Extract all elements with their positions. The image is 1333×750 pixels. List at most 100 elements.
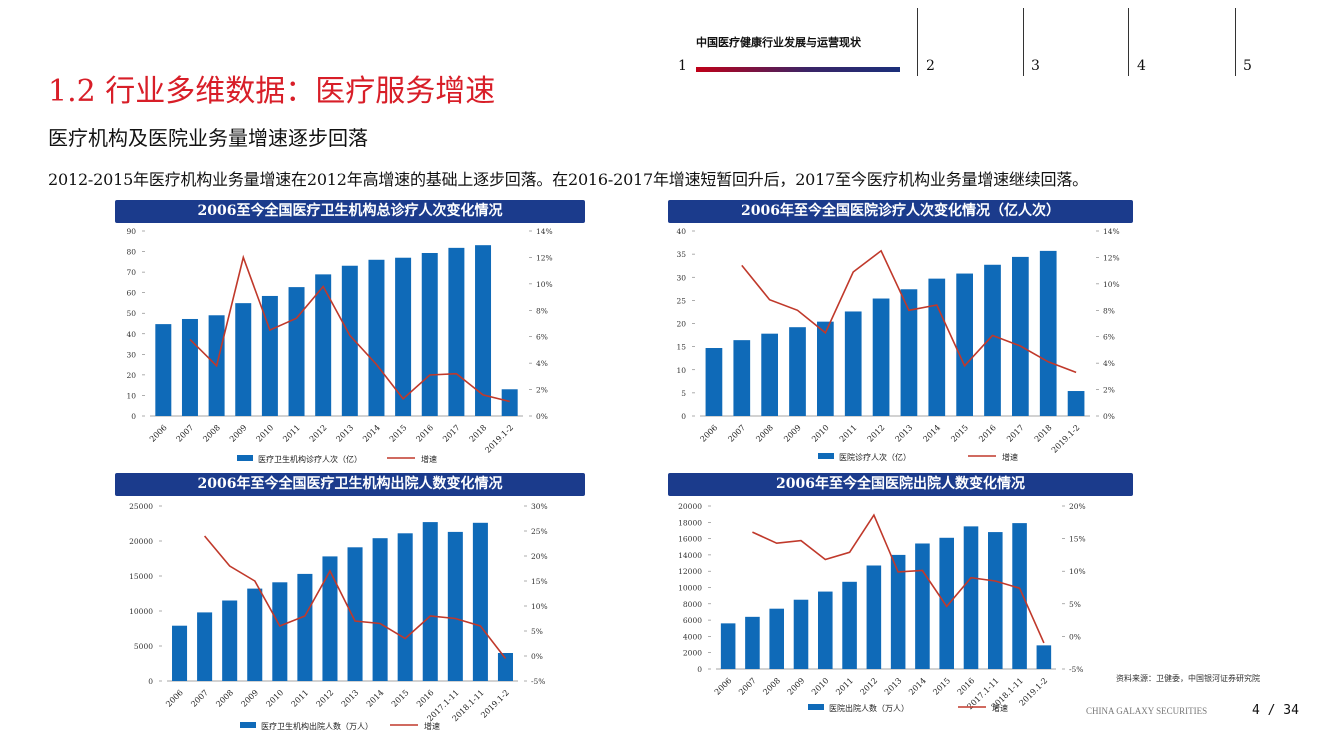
y-tick-label-right: 10% <box>531 602 548 611</box>
legend-swatch-bar <box>808 704 824 710</box>
y-tick-label-right: -5% <box>531 677 545 686</box>
bar <box>181 318 198 416</box>
y-tick-label-left: 14000 <box>678 551 702 560</box>
y-tick-label-right: 20% <box>1069 502 1086 511</box>
y-tick-label-right: 0% <box>1103 412 1115 421</box>
y-tick-label-right: 5% <box>1069 600 1081 609</box>
section-subtitle: 医疗机构及医院业务量增速逐步回落 <box>48 126 368 150</box>
y-tick-label-right: 12% <box>1103 253 1120 262</box>
y-tick-label-right: 4% <box>536 359 548 368</box>
y-tick-label-left: 0 <box>697 665 702 674</box>
chart-hospital-visits: 2006年至今全国医院诊疗人次变化情况（亿人次） 0 5 10 15 20 25 30 35 4… <box>668 200 1133 472</box>
x-tick-label: 2016 <box>956 676 977 697</box>
y-tick-label-left: 40 <box>676 227 686 236</box>
nav-item-2[interactable]: 2 <box>926 58 935 74</box>
y-tick-label-right: 0% <box>536 412 548 421</box>
page-title: 1.2 行业多维数据：医疗服务增速 <box>48 74 496 109</box>
y-tick-label-right: 2% <box>1103 386 1115 395</box>
x-tick-label: 2014 <box>921 423 942 444</box>
x-tick-label: 2011 <box>281 423 302 444</box>
bar <box>341 265 358 416</box>
bar <box>472 522 488 681</box>
bar <box>1067 391 1085 416</box>
y-tick-label-left: 20 <box>676 320 686 329</box>
legend-label-line: 增速 <box>992 703 1008 713</box>
bar <box>1036 645 1052 669</box>
x-tick-label: 2007 <box>726 423 747 444</box>
y-tick-label-right: 0% <box>531 652 543 661</box>
bar <box>347 547 363 681</box>
bar <box>789 327 806 416</box>
nav-divider <box>1235 8 1236 76</box>
y-tick-label-left: 10 <box>676 366 686 375</box>
x-tick-label: 2010 <box>810 676 831 697</box>
nav-item-5[interactable]: 5 <box>1243 58 1252 74</box>
y-tick-label-right: 12% <box>536 253 553 262</box>
x-tick-label: 2006 <box>148 423 169 444</box>
y-tick-label-right: 15% <box>531 577 548 586</box>
y-tick-label-right: 10% <box>1069 567 1086 576</box>
bar <box>222 600 238 681</box>
bar <box>247 588 263 681</box>
chart-svg: 0 2000 4000 6000 8000 10000 12000 14000 16000 180… <box>678 502 1086 713</box>
nav-divider <box>1128 8 1129 76</box>
x-tick-label: 2011 <box>838 423 859 444</box>
chart-title: 2006年至今全国医院出院人数变化情况 <box>668 473 1133 496</box>
bar <box>422 522 438 681</box>
chart-svg: 0 5000 10000 15000 20000 25000 -5% 0% 5% 10% 15% 20… <box>129 502 548 731</box>
y-tick-label-right: 6% <box>1103 333 1115 342</box>
bar <box>1012 256 1029 416</box>
x-tick-label: 2012 <box>315 688 336 709</box>
x-tick-label: 2019.1-2 <box>483 423 515 455</box>
y-tick-label-right: 14% <box>536 227 553 236</box>
x-tick-label: 2007 <box>189 688 210 709</box>
y-tick-label-left: 2000 <box>683 649 702 658</box>
x-tick-label: 2016 <box>415 688 436 709</box>
x-tick-label: 2015 <box>390 688 411 709</box>
y-tick-label-left: 5000 <box>134 642 153 651</box>
x-tick-label: 2009 <box>239 688 260 709</box>
bar <box>720 623 736 669</box>
x-tick-label: 2014 <box>365 688 386 709</box>
y-tick-label-left: 70 <box>126 268 136 277</box>
x-tick-label: 2013 <box>883 676 904 697</box>
bar <box>733 340 751 416</box>
bar <box>261 295 278 416</box>
x-tick-label: 2017 <box>1005 423 1026 444</box>
bar <box>842 581 857 669</box>
y-tick-label-right: 4% <box>1103 359 1115 368</box>
x-tick-label: 2010 <box>810 423 831 444</box>
y-tick-label-left: 15 <box>676 343 686 352</box>
bar <box>817 321 834 416</box>
bar <box>705 348 723 416</box>
nav-item-4[interactable]: 4 <box>1137 58 1146 74</box>
y-tick-label-left: 90 <box>126 227 136 236</box>
bar <box>172 625 188 681</box>
y-tick-label-left: 4000 <box>683 632 702 641</box>
bar <box>769 608 784 669</box>
chart-svg: 0 10 20 30 40 50 60 70 80 90 0% 2% 4% 6% 8% 10% 12% 14% 20… <box>126 227 553 464</box>
y-tick-label-right: 5% <box>531 627 543 636</box>
y-tick-label-left: 40 <box>126 330 136 339</box>
bar <box>447 531 463 681</box>
x-tick-label: 2014 <box>361 423 382 444</box>
y-tick-label-right: 15% <box>1069 535 1086 544</box>
y-tick-label-right: 20% <box>531 552 548 561</box>
y-tick-label-left: 80 <box>126 248 136 257</box>
nav-divider <box>917 8 918 76</box>
y-tick-label-right: 30% <box>531 502 548 511</box>
y-tick-label-left: 5 <box>681 389 686 398</box>
y-tick-label-left: 10 <box>126 391 136 400</box>
nav-item-1[interactable]: 1 <box>678 58 687 74</box>
legend-label-bar: 医疗卫生机构出院人数（万人） <box>261 721 373 731</box>
y-tick-label-left: 50 <box>126 309 136 318</box>
section-nav: 中国医疗健康行业发展与运营现状 1 2 3 4 5 <box>668 8 1333 78</box>
bar <box>288 287 305 416</box>
bar <box>155 324 172 416</box>
x-tick-label: 2013 <box>340 688 361 709</box>
y-tick-label-left: 0 <box>148 677 153 686</box>
y-tick-label-left: 30 <box>126 350 136 359</box>
bar <box>793 599 809 669</box>
nav-item-3[interactable]: 3 <box>1031 58 1040 74</box>
footer-brand: CHINA GALAXY SECURITIES <box>1086 706 1208 716</box>
